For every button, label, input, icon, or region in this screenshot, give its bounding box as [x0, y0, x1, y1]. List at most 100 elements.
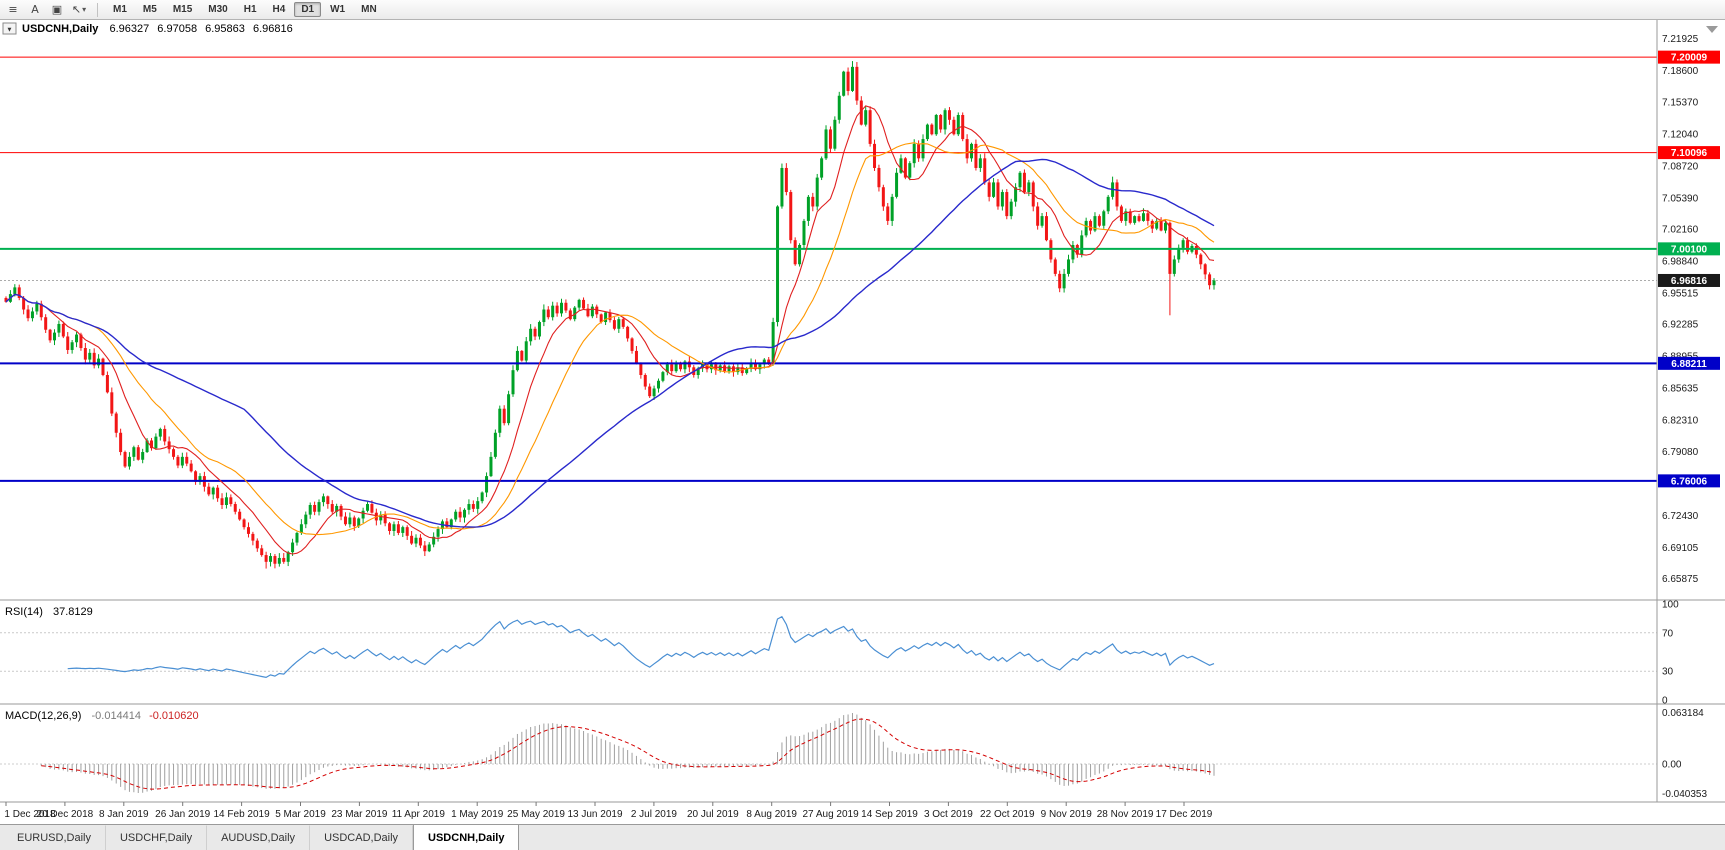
svg-text:1 Dec 2018: 1 Dec 2018	[4, 809, 56, 820]
svg-text:6.79080: 6.79080	[1662, 447, 1699, 458]
svg-text:7.21925: 7.21925	[1662, 34, 1699, 45]
macd-signal-line	[41, 718, 1215, 790]
svg-text:2 Jul 2019: 2 Jul 2019	[631, 809, 678, 820]
timeframe-button-w1[interactable]: W1	[330, 4, 346, 15]
timeframe-group: M1 M5 M15 M30 H1 H4 D1 W1 MN	[106, 2, 384, 17]
svg-text:7.08720: 7.08720	[1662, 161, 1699, 172]
svg-text:14 Sep 2019: 14 Sep 2019	[861, 809, 918, 820]
svg-text:6.88211: 6.88211	[1671, 359, 1707, 370]
ma-line-10	[5, 105, 1215, 555]
price-badge-7.20009: 7.20009	[1658, 50, 1720, 64]
chart-tab-usdcad[interactable]: USDCAD,Daily	[310, 825, 414, 850]
svg-text:7.02160: 7.02160	[1662, 225, 1699, 236]
svg-text:6.76006: 6.76006	[1671, 476, 1708, 487]
svg-text:11 Apr 2019: 11 Apr 2019	[392, 809, 446, 820]
rsi-name: RSI(14)	[5, 606, 43, 618]
price-badge-7.10096: 7.10096	[1658, 146, 1720, 160]
rsi-value: 37.8129	[53, 606, 93, 618]
cursor-icon: ↖	[71, 3, 82, 16]
svg-text:70: 70	[1662, 628, 1674, 639]
ohlc-close: 6.96816	[253, 23, 293, 35]
svg-text:0.00: 0.00	[1662, 759, 1682, 770]
svg-text:9 Nov 2019: 9 Nov 2019	[1041, 809, 1093, 820]
chart-window-icon[interactable]: ▣	[51, 3, 63, 16]
timeframe-button-h4[interactable]: H4	[272, 4, 286, 15]
price-badge-7.00100: 7.00100	[1658, 242, 1720, 256]
svg-text:7.20009: 7.20009	[1671, 53, 1708, 64]
svg-text:7.10096: 7.10096	[1671, 148, 1708, 159]
svg-text:6.98840: 6.98840	[1662, 256, 1699, 267]
macd-name: MACD(12,26,9)	[5, 710, 81, 722]
svg-text:0: 0	[1662, 696, 1668, 707]
chart-tab-usdchf[interactable]: USDCHF,Daily	[106, 825, 208, 850]
axis-scale-marker-icon[interactable]	[1706, 26, 1718, 33]
svg-text:28 Nov 2019: 28 Nov 2019	[1097, 809, 1154, 820]
timeframe-button-m1[interactable]: M1	[113, 4, 127, 15]
svg-text:6.82310: 6.82310	[1662, 416, 1699, 427]
svg-text:7.00100: 7.00100	[1671, 244, 1708, 255]
svg-text:26 Jan 2019: 26 Jan 2019	[155, 809, 210, 820]
top-toolbar: ≡ A ▣ ↖ ▾ M1 M5 M15 M30 H1 H4 D1 W1 MN	[0, 0, 1725, 20]
svg-text:6.96816: 6.96816	[1671, 276, 1708, 287]
svg-text:1 May 2019: 1 May 2019	[451, 809, 504, 820]
svg-text:30: 30	[1662, 667, 1674, 678]
svg-text:6.85635: 6.85635	[1662, 384, 1699, 395]
chart-tab-eurusd[interactable]: EURUSD,Daily	[3, 825, 106, 850]
svg-text:6.92285: 6.92285	[1662, 320, 1699, 331]
svg-text:23 Mar 2019: 23 Mar 2019	[331, 809, 388, 820]
svg-text:7.18600: 7.18600	[1662, 66, 1699, 77]
price-badge-6.88211: 6.88211	[1658, 356, 1720, 370]
chart-tab-usdcnh[interactable]: USDCNH,Daily	[413, 824, 520, 850]
macd-histogram	[40, 713, 1215, 793]
chart-list-icon[interactable]: ≡	[8, 3, 18, 16]
timeframe-button-m5[interactable]: M5	[142, 4, 157, 15]
svg-text:20 Dec 2018: 20 Dec 2018	[37, 809, 94, 820]
timeframe-button-mn[interactable]: MN	[361, 4, 377, 15]
svg-text:-0.040353: -0.040353	[1662, 789, 1707, 800]
chart-title: USDCNH,Daily 6.96327 6.97058 6.95863 6.9…	[22, 23, 293, 35]
svg-text:5 Mar 2019: 5 Mar 2019	[275, 809, 326, 820]
timeframe-button-h1[interactable]: H1	[243, 4, 257, 15]
svg-text:7.12040: 7.12040	[1662, 129, 1699, 140]
svg-text:8 Jan 2019: 8 Jan 2019	[99, 809, 149, 820]
svg-text:6.95515: 6.95515	[1662, 289, 1699, 300]
rsi-panel-label: RSI(14) 37.8129	[5, 606, 93, 618]
svg-text:17 Dec 2019: 17 Dec 2019	[1156, 809, 1213, 820]
letter-a-icon[interactable]: A	[31, 3, 39, 16]
macd-value: -0.014414	[91, 710, 141, 722]
chart-background	[0, 20, 1725, 824]
collapse-objects-box[interactable]	[2, 22, 17, 35]
svg-text:8 Aug 2019: 8 Aug 2019	[746, 809, 797, 820]
svg-text:27 Aug 2019: 27 Aug 2019	[803, 809, 860, 820]
ohlc-low: 6.95863	[205, 23, 245, 35]
cursor-tool-button[interactable]: ↖ ▾	[69, 2, 89, 18]
current-price-badge: 6.96816	[1658, 273, 1720, 287]
ohlc-open: 6.96327	[109, 23, 149, 35]
chart-symbol: USDCNH,Daily	[22, 23, 99, 35]
dropdown-caret-icon: ▾	[82, 5, 87, 14]
toolbar-separator	[97, 2, 98, 17]
svg-text:6.72430: 6.72430	[1662, 511, 1699, 522]
macd-signal-value: -0.010620	[149, 710, 199, 722]
macd-panel-label: MACD(12,26,9) -0.014414 -0.010620	[5, 710, 199, 722]
chart-window: 7.21925 7.18600 7.15370 7.12040 7.08720 7.053…	[0, 20, 1725, 824]
svg-text:7.15370: 7.15370	[1662, 97, 1699, 108]
chart-area[interactable]: 7.21925 7.18600 7.15370 7.12040 7.08720 7.053…	[0, 20, 1725, 824]
svg-text:20 Jul 2019: 20 Jul 2019	[687, 809, 739, 820]
timeframe-button-d1[interactable]: D1	[294, 2, 322, 17]
svg-text:13 Jun 2019: 13 Jun 2019	[567, 809, 622, 820]
chart-tab-audusd[interactable]: AUDUSD,Daily	[207, 825, 311, 850]
ohlc-high: 6.97058	[157, 23, 197, 35]
rsi-line	[67, 615, 1215, 679]
svg-text:22 Oct 2019: 22 Oct 2019	[980, 809, 1035, 820]
ma-line-55	[5, 158, 1215, 528]
svg-text:100: 100	[1662, 600, 1679, 611]
timeframe-button-m30[interactable]: M30	[208, 4, 228, 15]
timeframe-button-m15[interactable]: M15	[172, 4, 193, 15]
svg-text:6.69105: 6.69105	[1662, 543, 1699, 554]
ma-line-21	[5, 142, 1215, 536]
chart-tabs-bar: EURUSD,Daily USDCHF,Daily AUDUSD,Daily USDC…	[0, 824, 1725, 850]
svg-text:0.063184: 0.063184	[1662, 708, 1704, 719]
svg-text:6.65875: 6.65875	[1662, 574, 1699, 585]
